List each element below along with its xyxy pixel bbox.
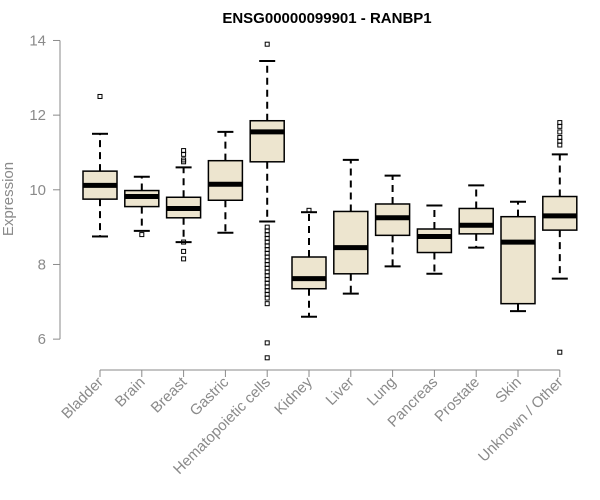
iqr-box [416, 228, 453, 254]
box-lung [374, 174, 411, 268]
outlier-point [557, 129, 563, 135]
x-tick-label-brain: Brain [112, 374, 149, 411]
outlier-point [264, 41, 270, 47]
outlier-point [97, 93, 103, 99]
y-axis: 6 8 10 12 14 [29, 32, 61, 348]
chart-title: ENSG00000099901 - RANBP1 [222, 10, 431, 27]
iqr-box [249, 119, 285, 163]
box-skin [500, 200, 536, 313]
x-tick-label-skin: Skin [492, 374, 525, 407]
x-tick-label-kidney: Kidney [271, 373, 316, 418]
box-breast [165, 148, 202, 262]
x-tick-label-bladder: Bladder [58, 374, 107, 423]
box-unknown-other [542, 120, 578, 355]
iqr-box [500, 215, 536, 305]
y-axis-label: Expression [0, 162, 17, 236]
y-tick-label-12: 12 [29, 107, 46, 124]
outlier-point [264, 355, 270, 361]
box-gastric [207, 130, 244, 234]
outlier-point [264, 224, 270, 230]
box-prostate [458, 184, 494, 249]
y-tick-label-6: 6 [38, 331, 46, 348]
x-tick-label-prostate: Prostate [431, 374, 483, 426]
box-hematopoietic-cells [249, 41, 285, 361]
iqr-box [333, 210, 369, 275]
x-tick-label-breast: Breast [148, 373, 191, 416]
y-tick-label-8: 8 [38, 256, 46, 273]
box-kidney [291, 207, 327, 318]
outlier-point [181, 157, 187, 163]
x-tick-label-lung: Lung [364, 374, 400, 410]
x-tick-label-liver: Liver [323, 374, 358, 409]
outlier-point [557, 349, 563, 355]
iqr-box [291, 256, 327, 290]
outlier-point [181, 148, 187, 154]
iqr-box [458, 207, 494, 235]
box-pancreas [416, 204, 453, 275]
outlier-point [139, 232, 145, 238]
outlier-point [181, 248, 187, 254]
outlier-point [306, 207, 312, 213]
y-tick-label-10: 10 [29, 182, 46, 199]
outlier-point [557, 120, 563, 126]
box-liver [333, 158, 369, 295]
iqr-box [542, 195, 578, 231]
plot-area [82, 41, 578, 361]
box-bladder [82, 93, 118, 238]
outlier-point [181, 239, 187, 245]
y-tick-label-14: 14 [29, 32, 46, 49]
iqr-box [207, 159, 244, 202]
box-brain [124, 175, 160, 238]
outlier-point [181, 256, 187, 262]
outlier-point [264, 340, 270, 346]
outlier-point [557, 135, 563, 141]
outlier-point [264, 301, 270, 307]
